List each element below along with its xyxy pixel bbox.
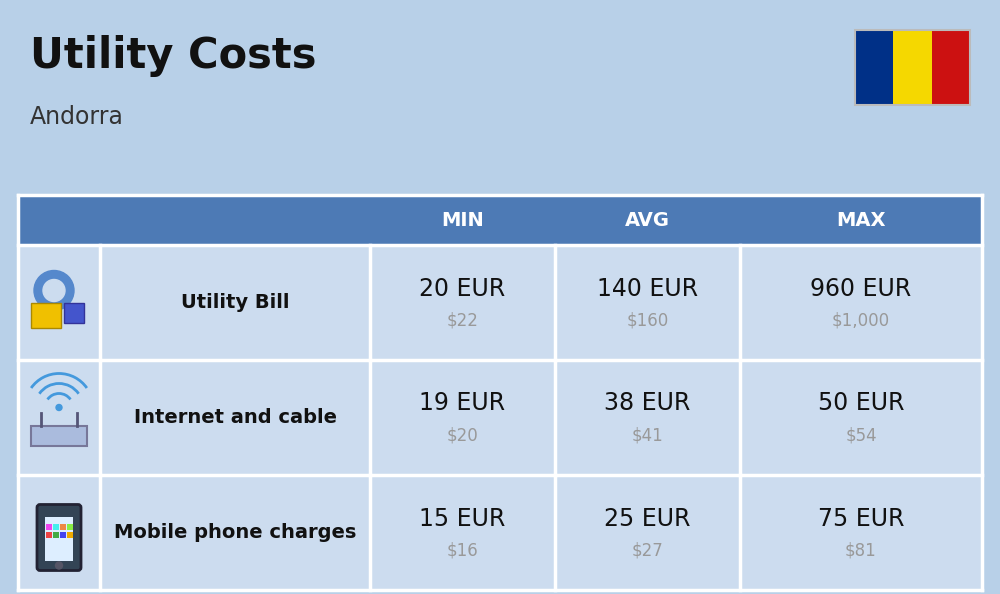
Text: $160: $160 — [626, 311, 669, 330]
FancyBboxPatch shape — [37, 504, 81, 570]
Circle shape — [56, 405, 62, 410]
Text: MIN: MIN — [441, 210, 484, 229]
Bar — [740, 360, 982, 475]
Text: 75 EUR: 75 EUR — [818, 507, 904, 530]
Bar — [740, 195, 982, 245]
Bar — [60, 523, 66, 529]
Bar — [100, 475, 370, 590]
Circle shape — [34, 270, 74, 311]
Bar — [555, 245, 740, 360]
Bar — [67, 532, 73, 538]
Text: Utility Bill: Utility Bill — [181, 293, 289, 312]
Text: 15 EUR: 15 EUR — [419, 507, 506, 530]
Text: 960 EUR: 960 EUR — [810, 276, 912, 301]
Bar — [100, 360, 370, 475]
Text: 38 EUR: 38 EUR — [604, 391, 691, 415]
Bar — [31, 302, 61, 327]
Circle shape — [43, 280, 65, 302]
Text: $22: $22 — [447, 311, 478, 330]
Bar — [370, 360, 555, 475]
Bar — [370, 195, 555, 245]
Bar — [855, 30, 893, 105]
Bar — [932, 30, 970, 105]
Bar — [18, 195, 100, 245]
Text: 50 EUR: 50 EUR — [818, 391, 904, 415]
Text: 140 EUR: 140 EUR — [597, 276, 698, 301]
Bar — [64, 302, 84, 323]
Bar — [740, 475, 982, 590]
Text: 20 EUR: 20 EUR — [419, 276, 506, 301]
Bar — [18, 360, 100, 475]
Text: Andorra: Andorra — [30, 105, 124, 129]
Text: $20: $20 — [447, 426, 478, 444]
Bar — [555, 360, 740, 475]
Bar — [53, 532, 59, 538]
Bar — [100, 245, 370, 360]
Circle shape — [56, 562, 62, 569]
Text: Utility Costs: Utility Costs — [30, 35, 316, 77]
Bar — [31, 425, 87, 446]
Text: AVG: AVG — [625, 210, 670, 229]
Bar — [370, 245, 555, 360]
Text: Internet and cable: Internet and cable — [134, 408, 336, 427]
Bar — [555, 195, 740, 245]
Bar — [18, 475, 100, 590]
Bar — [555, 475, 740, 590]
Bar — [67, 523, 73, 529]
Text: $27: $27 — [632, 542, 663, 560]
Bar — [46, 532, 52, 538]
Text: $41: $41 — [632, 426, 663, 444]
Bar — [370, 475, 555, 590]
Bar — [18, 245, 100, 360]
Text: MAX: MAX — [836, 210, 886, 229]
Bar — [45, 517, 73, 561]
Text: $16: $16 — [447, 542, 478, 560]
Text: Mobile phone charges: Mobile phone charges — [114, 523, 356, 542]
Text: $54: $54 — [845, 426, 877, 444]
Text: 19 EUR: 19 EUR — [419, 391, 506, 415]
Text: $81: $81 — [845, 542, 877, 560]
Bar — [855, 30, 970, 105]
Bar — [100, 195, 370, 245]
Bar — [53, 523, 59, 529]
Text: $1,000: $1,000 — [832, 311, 890, 330]
Bar — [46, 523, 52, 529]
Bar — [60, 532, 66, 538]
Bar — [893, 30, 932, 105]
Text: 25 EUR: 25 EUR — [604, 507, 691, 530]
Bar — [740, 245, 982, 360]
